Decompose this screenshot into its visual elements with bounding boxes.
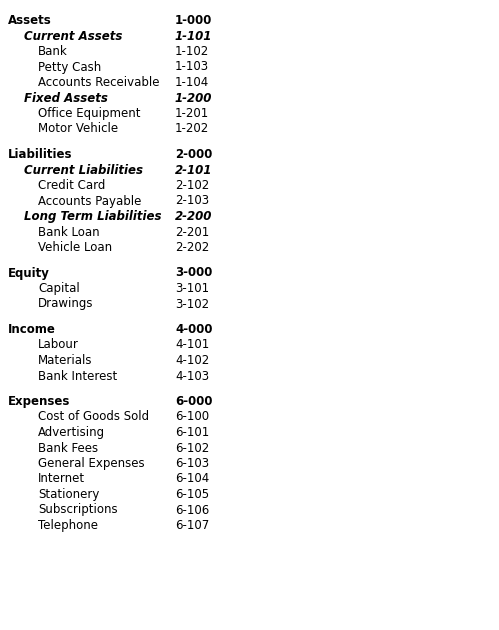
Text: Bank Interest: Bank Interest [38,370,117,382]
Text: Liabilities: Liabilities [8,148,72,161]
Text: 6-104: 6-104 [175,472,209,486]
Text: 3-101: 3-101 [175,282,209,295]
Text: 1-202: 1-202 [175,122,209,135]
Text: 1-201: 1-201 [175,107,209,120]
Text: 6-101: 6-101 [175,426,209,439]
Text: 1-000: 1-000 [175,14,213,27]
Text: 6-105: 6-105 [175,488,209,501]
Text: Drawings: Drawings [38,297,93,311]
Text: Bank: Bank [38,45,68,58]
Text: Long Term Liabilities: Long Term Liabilities [24,210,162,223]
Text: Motor Vehicle: Motor Vehicle [38,122,118,135]
Text: General Expenses: General Expenses [38,457,145,470]
Text: Equity: Equity [8,266,50,280]
Text: Office Equipment: Office Equipment [38,107,141,120]
Text: 1-200: 1-200 [175,91,213,105]
Text: 4-103: 4-103 [175,370,209,382]
Text: 6-107: 6-107 [175,519,209,532]
Text: 2-202: 2-202 [175,241,209,254]
Text: 6-102: 6-102 [175,442,209,454]
Text: 1-104: 1-104 [175,76,209,89]
Text: Bank Fees: Bank Fees [38,442,98,454]
Text: Accounts Payable: Accounts Payable [38,195,141,207]
Text: Materials: Materials [38,354,92,367]
Text: 1-103: 1-103 [175,60,209,74]
Text: 4-102: 4-102 [175,354,209,367]
Text: 2-101: 2-101 [175,164,213,176]
Text: 2-200: 2-200 [175,210,213,223]
Text: 2-103: 2-103 [175,195,209,207]
Text: 2-201: 2-201 [175,226,209,239]
Text: 3-102: 3-102 [175,297,209,311]
Text: 4-000: 4-000 [175,323,213,336]
Text: Assets: Assets [8,14,52,27]
Text: 6-103: 6-103 [175,457,209,470]
Text: Vehicle Loan: Vehicle Loan [38,241,112,254]
Text: 3-000: 3-000 [175,266,213,280]
Text: Capital: Capital [38,282,80,295]
Text: Stationery: Stationery [38,488,99,501]
Text: Petty Cash: Petty Cash [38,60,101,74]
Text: 1-102: 1-102 [175,45,209,58]
Text: Expenses: Expenses [8,395,70,408]
Text: Accounts Receivable: Accounts Receivable [38,76,160,89]
Text: Current Liabilities: Current Liabilities [24,164,143,176]
Text: Fixed Assets: Fixed Assets [24,91,108,105]
Text: Income: Income [8,323,56,336]
Text: Advertising: Advertising [38,426,105,439]
Text: 4-101: 4-101 [175,338,209,352]
Text: 1-101: 1-101 [175,30,213,42]
Text: Labour: Labour [38,338,79,352]
Text: Current Assets: Current Assets [24,30,122,42]
Text: 2-102: 2-102 [175,179,209,192]
Text: 6-000: 6-000 [175,395,213,408]
Text: 6-100: 6-100 [175,411,209,423]
Text: Internet: Internet [38,472,85,486]
Text: 6-106: 6-106 [175,503,209,517]
Text: Subscriptions: Subscriptions [38,503,118,517]
Text: Telephone: Telephone [38,519,98,532]
Text: 2-000: 2-000 [175,148,213,161]
Text: Cost of Goods Sold: Cost of Goods Sold [38,411,149,423]
Text: Bank Loan: Bank Loan [38,226,100,239]
Text: Credit Card: Credit Card [38,179,105,192]
